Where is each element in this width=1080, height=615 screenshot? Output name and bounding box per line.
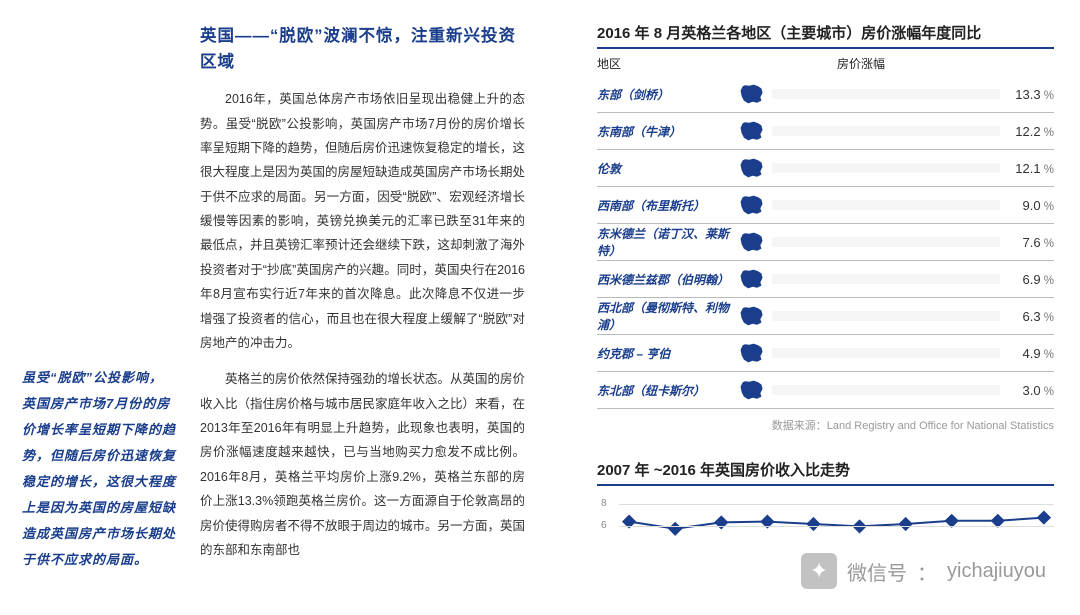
y-axis-label: 8 xyxy=(601,498,607,509)
bar-value: 4.9 % xyxy=(1008,346,1054,361)
england-map-icon xyxy=(732,231,770,253)
article-paragraph-1: 2016年，英国总体房产市场依旧呈现出稳健上升的态势。虽受“脱欧”公投影响，英国… xyxy=(200,87,525,355)
bar-track xyxy=(772,126,1000,136)
england-map-icon xyxy=(732,305,770,327)
bar-track xyxy=(772,200,1000,210)
article-paragraph-2: 英格兰的房价依然保持强劲的增长状态。从英国的房价收入比（指住房价格与城市居民家庭… xyxy=(200,367,525,562)
line-point xyxy=(806,517,820,531)
bar-chart-body: 东部（剑桥） 13.3 % 东南部（牛津） 12.2 % 伦敦 12.1 % 西南部（布里斯… xyxy=(597,76,1054,409)
line-point xyxy=(991,514,1005,528)
line-point xyxy=(622,515,636,529)
england-map-icon xyxy=(732,157,770,179)
bar-value: 12.1 % xyxy=(1008,161,1054,176)
line-point xyxy=(668,522,682,536)
bar-chart-title: 2016 年 8 月英格兰各地区（主要城市）房价涨幅年度同比 xyxy=(597,22,1054,49)
line-point xyxy=(898,517,912,531)
line-chart-title: 2007 年 ~2016 年英国房价收入比走势 xyxy=(597,459,1054,486)
bar-row: 东部（剑桥） 13.3 % xyxy=(597,76,1054,113)
line-chart-plot xyxy=(619,496,1054,544)
england-map-icon xyxy=(732,379,770,401)
line-point xyxy=(760,515,774,529)
callout-quote: 虽受“脱欧”公投影响，英国房产市场7月份的房价增长率呈短期下降的趋势，但随后房价… xyxy=(22,365,176,573)
bar-value: 13.3 % xyxy=(1008,87,1054,102)
line-point xyxy=(852,519,866,533)
bar-region-label: 西南部（布里斯托） xyxy=(597,197,732,214)
line-chart-svg xyxy=(619,496,1054,544)
bar-row: 约克郡 – 亨伯 4.9 % xyxy=(597,335,1054,372)
left-column: 虽受“脱欧”公投影响，英国房产市场7月份的房价增长率呈短期下降的趋势，但随后房价… xyxy=(0,0,190,615)
bar-track xyxy=(772,385,1000,395)
bar-value: 6.3 % xyxy=(1008,309,1054,324)
bar-value: 7.6 % xyxy=(1008,235,1054,250)
charts-column: 2016 年 8 月英格兰各地区（主要城市）房价涨幅年度同比 地区 房价涨幅 东… xyxy=(545,0,1080,615)
bar-region-label: 约克郡 – 亨伯 xyxy=(597,345,732,362)
article-heading: 英国——“脱欧”波澜不惊，注重新兴投资区域 xyxy=(200,24,525,75)
line-point xyxy=(714,515,728,529)
bar-region-label: 伦敦 xyxy=(597,160,732,177)
line-chart: 8 6 xyxy=(597,496,1054,544)
line-point xyxy=(1037,511,1051,525)
bar-chart-header: 地区 房价涨幅 xyxy=(597,49,1054,76)
article-column: 英国——“脱欧”波澜不惊，注重新兴投资区域 2016年，英国总体房产市场依旧呈现… xyxy=(190,0,545,615)
bar-track xyxy=(772,163,1000,173)
bar-track xyxy=(772,348,1000,358)
england-map-icon xyxy=(732,268,770,290)
bar-row: 西米德兰兹郡（伯明翰） 6.9 % xyxy=(597,261,1054,298)
bar-row: 东米德兰（诺丁汉、莱斯特） 7.6 % xyxy=(597,224,1054,261)
bar-value: 12.2 % xyxy=(1008,124,1054,139)
bar-track xyxy=(772,311,1000,321)
england-map-icon xyxy=(732,342,770,364)
england-map-icon xyxy=(732,194,770,216)
bar-region-label: 东米德兰（诺丁汉、莱斯特） xyxy=(597,225,732,259)
page-root: 虽受“脱欧”公投影响，英国房产市场7月份的房价增长率呈短期下降的趋势，但随后房价… xyxy=(0,0,1080,615)
header-value: 房价涨幅 xyxy=(797,55,885,72)
bar-chart-source: 数据来源：Land Registry and Office for Nation… xyxy=(597,409,1054,433)
bar-track xyxy=(772,237,1000,247)
bar-track xyxy=(772,89,1000,99)
bar-row: 伦敦 12.1 % xyxy=(597,150,1054,187)
bar-region-label: 东北部（纽卡斯尔） xyxy=(597,382,732,399)
bar-value: 6.9 % xyxy=(1008,272,1054,287)
bar-region-label: 西米德兰兹郡（伯明翰） xyxy=(597,271,732,288)
bar-row: 西南部（布里斯托） 9.0 % xyxy=(597,187,1054,224)
bar-region-label: 东南部（牛津） xyxy=(597,123,732,140)
y-axis-label: 6 xyxy=(601,520,607,531)
bar-value: 3.0 % xyxy=(1008,383,1054,398)
bar-region-label: 东部（剑桥） xyxy=(597,86,732,103)
england-map-icon xyxy=(732,83,770,105)
bar-value: 9.0 % xyxy=(1008,198,1054,213)
header-region: 地区 xyxy=(597,55,797,72)
bar-track xyxy=(772,274,1000,284)
england-map-icon xyxy=(732,120,770,142)
bar-row: 东南部（牛津） 12.2 % xyxy=(597,113,1054,150)
line-point xyxy=(945,514,959,528)
bar-region-label: 西北部（曼彻斯特、利物浦） xyxy=(597,299,732,333)
bar-row: 西北部（曼彻斯特、利物浦） 6.3 % xyxy=(597,298,1054,335)
bar-row: 东北部（纽卡斯尔） 3.0 % xyxy=(597,372,1054,409)
